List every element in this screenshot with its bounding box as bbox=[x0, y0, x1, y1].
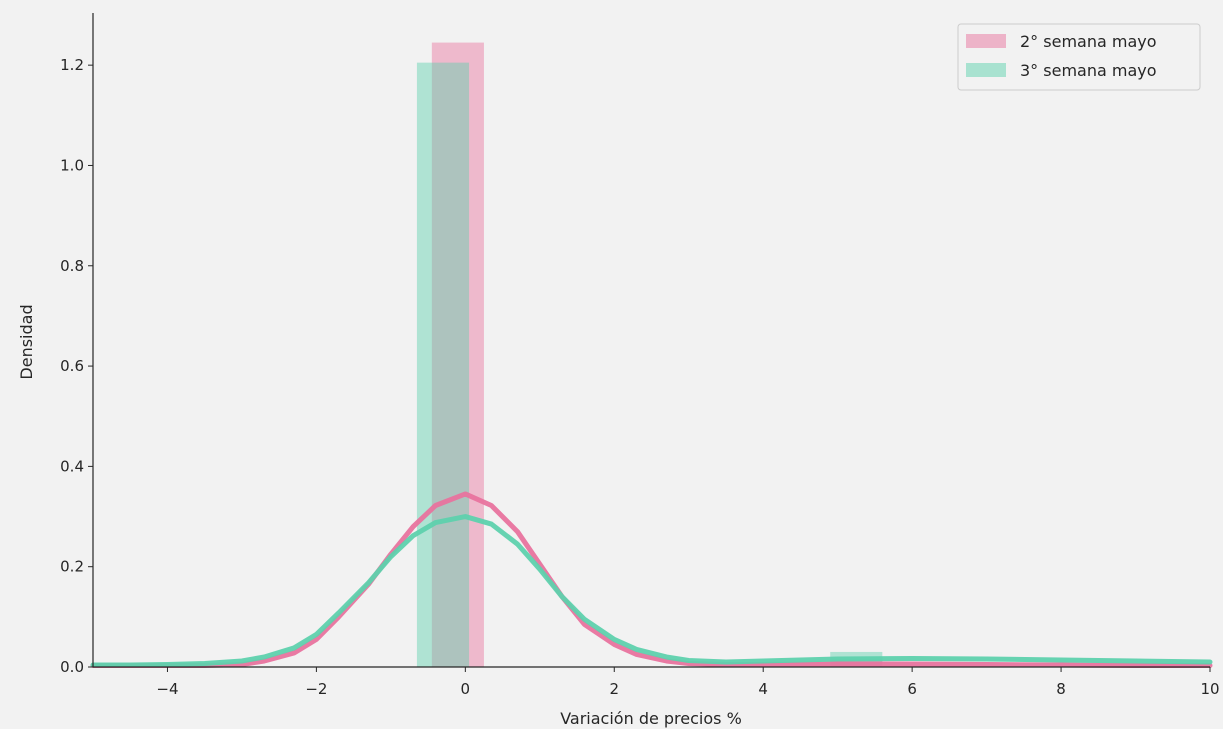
y-tick-label: 0.4 bbox=[60, 457, 84, 475]
x-tick-label: −4 bbox=[156, 680, 178, 698]
x-tick-label: 8 bbox=[1056, 680, 1066, 698]
y-tick-label: 0.2 bbox=[60, 558, 84, 576]
y-tick-label: 1.0 bbox=[60, 156, 84, 174]
legend: 2° semana mayo 3° semana mayo bbox=[957, 23, 1201, 91]
legend-swatch-series-1 bbox=[966, 34, 1006, 48]
y-axis-label: Densidad bbox=[17, 304, 36, 379]
histogram-bars bbox=[416, 42, 883, 668]
legend-label-series-1: 2° semana mayo bbox=[1020, 32, 1157, 51]
y-tick-label: 1.2 bbox=[60, 56, 84, 74]
histogram-bar-series-2-1 bbox=[416, 62, 470, 667]
density-curves bbox=[90, 491, 1213, 668]
x-tick-label: −2 bbox=[305, 680, 327, 698]
y-tick-label: 0.6 bbox=[60, 357, 84, 375]
x-tick-label: 0 bbox=[461, 680, 471, 698]
y-axis-ticks: 0.0 0.2 0.4 0.6 0.8 1.0 1.2 bbox=[60, 56, 93, 676]
legend-box bbox=[957, 23, 1201, 91]
x-tick-label: 4 bbox=[758, 680, 768, 698]
legend-swatch-series-2 bbox=[966, 63, 1006, 77]
x-tick-label: 2 bbox=[609, 680, 619, 698]
legend-label-series-2: 3° semana mayo bbox=[1020, 61, 1157, 80]
x-tick-label: 10 bbox=[1200, 680, 1219, 698]
density-curve-series-1 bbox=[90, 491, 1213, 668]
y-tick-label: 0.0 bbox=[60, 658, 84, 676]
x-axis-ticks: −4 −2 0 2 4 6 8 10 bbox=[156, 667, 1220, 698]
x-tick-label: 6 bbox=[907, 680, 917, 698]
x-axis-label: Variación de precios % bbox=[560, 709, 742, 728]
histogram-bar-series-1-1 bbox=[431, 42, 484, 668]
density-curve-series-2 bbox=[90, 514, 1213, 668]
axes bbox=[92, 13, 1210, 668]
y-tick-label: 0.8 bbox=[60, 257, 84, 275]
